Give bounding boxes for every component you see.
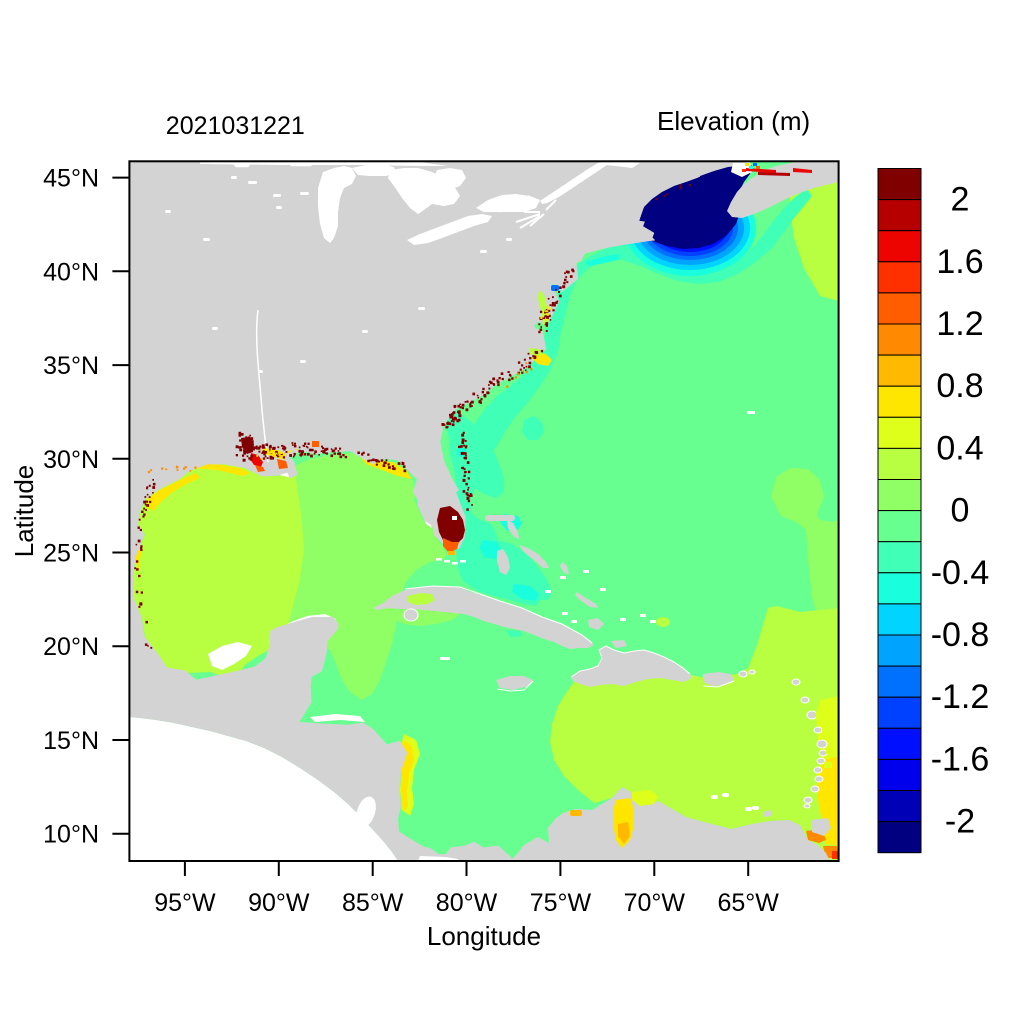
- svg-text:30°N: 30°N: [43, 446, 99, 474]
- svg-text:2: 2: [951, 181, 970, 219]
- svg-text:15°N: 15°N: [43, 727, 99, 755]
- svg-text:35°N: 35°N: [43, 352, 99, 380]
- svg-text:Longitude: Longitude: [427, 921, 541, 951]
- svg-text:85°W: 85°W: [342, 889, 404, 917]
- svg-text:-0.4: -0.4: [931, 554, 990, 592]
- svg-text:10°N: 10°N: [43, 821, 99, 849]
- svg-text:75°W: 75°W: [530, 889, 592, 917]
- svg-text:2021031221: 2021031221: [166, 112, 305, 140]
- svg-text:0: 0: [951, 492, 970, 530]
- svg-text:1.2: 1.2: [936, 305, 983, 343]
- svg-text:45°N: 45°N: [43, 165, 99, 193]
- svg-text:Latitude: Latitude: [9, 465, 39, 558]
- svg-text:25°N: 25°N: [43, 540, 99, 568]
- svg-text:20°N: 20°N: [43, 633, 99, 661]
- svg-text:95°W: 95°W: [154, 889, 216, 917]
- svg-text:-0.8: -0.8: [931, 616, 990, 654]
- svg-text:-2: -2: [945, 803, 975, 841]
- svg-text:1.6: 1.6: [936, 243, 983, 281]
- svg-text:0.4: 0.4: [936, 429, 983, 467]
- svg-text:0.8: 0.8: [936, 367, 983, 405]
- svg-text:Elevation (m): Elevation (m): [657, 106, 810, 136]
- svg-text:90°W: 90°W: [248, 889, 310, 917]
- svg-text:80°W: 80°W: [436, 889, 498, 917]
- svg-text:65°W: 65°W: [717, 889, 779, 917]
- svg-text:70°W: 70°W: [624, 889, 686, 917]
- svg-text:-1.2: -1.2: [931, 678, 990, 716]
- svg-text:40°N: 40°N: [43, 258, 99, 286]
- svg-text:-1.6: -1.6: [931, 740, 990, 778]
